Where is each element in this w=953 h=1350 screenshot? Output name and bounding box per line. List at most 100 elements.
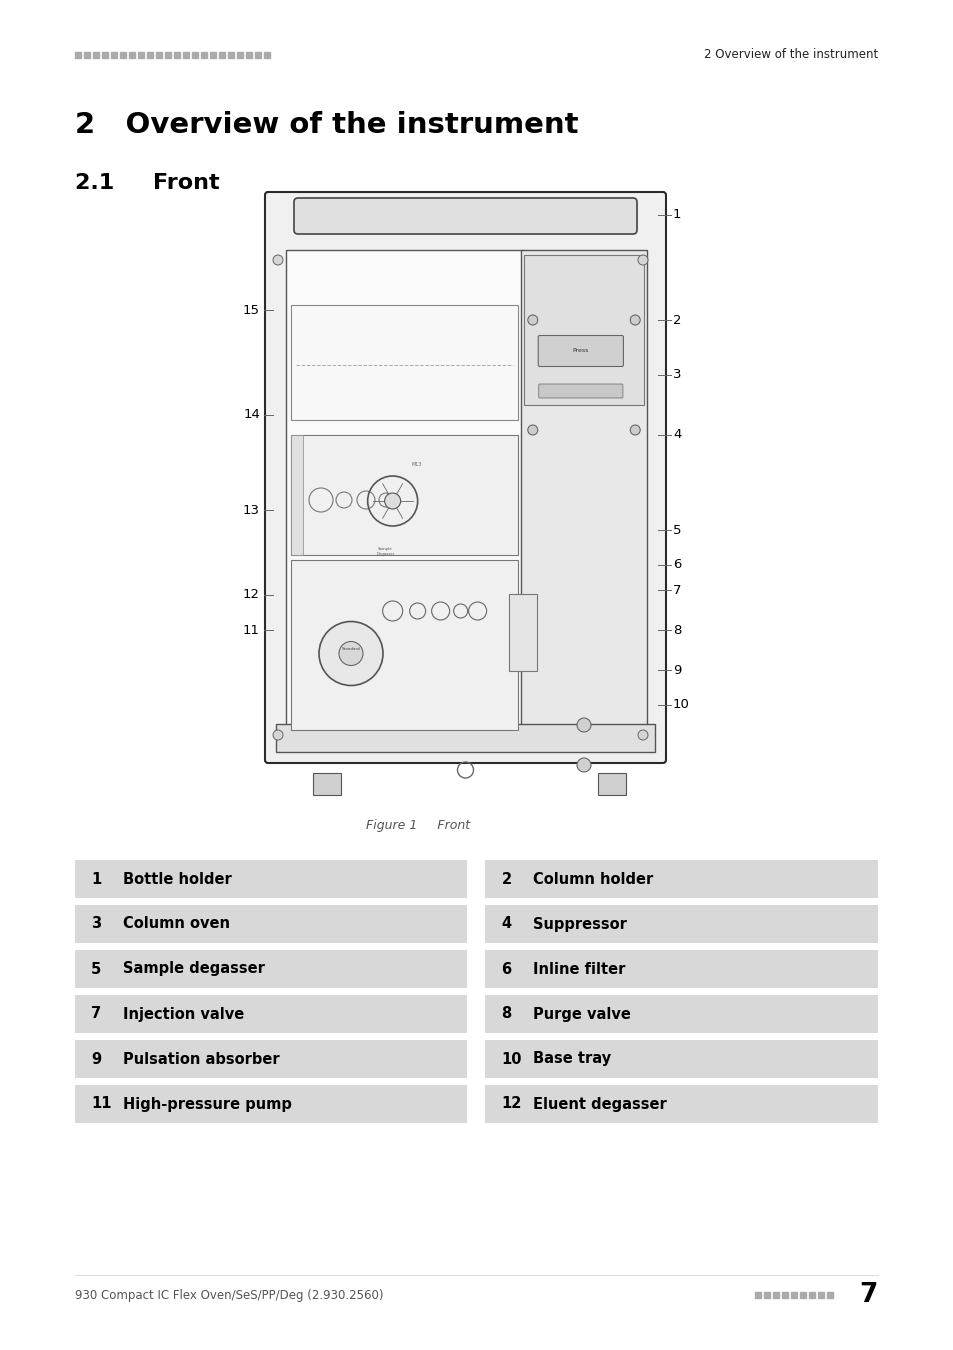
Bar: [75, 904, 467, 944]
Bar: [808, 1292, 814, 1297]
Text: 15: 15: [243, 304, 260, 316]
Text: 13: 13: [243, 504, 260, 517]
Bar: [102, 53, 108, 58]
Bar: [817, 1292, 823, 1297]
Text: 5: 5: [91, 961, 101, 976]
Text: 2   Overview of the instrument: 2 Overview of the instrument: [75, 111, 578, 139]
Text: 11: 11: [91, 1096, 112, 1111]
Bar: [508, 594, 537, 671]
Text: 1: 1: [672, 208, 680, 221]
Text: Inline filter: Inline filter: [533, 961, 625, 976]
Text: Sample
Degasser: Sample Degasser: [376, 547, 395, 556]
Text: Press: Press: [572, 348, 588, 354]
Bar: [485, 1040, 877, 1079]
Bar: [183, 53, 189, 58]
Bar: [201, 53, 207, 58]
Bar: [75, 53, 81, 58]
Text: 7: 7: [672, 583, 680, 597]
Text: High-pressure pump: High-pressure pump: [123, 1096, 292, 1111]
Bar: [75, 1085, 467, 1123]
Text: 10: 10: [501, 1052, 521, 1066]
Bar: [210, 53, 215, 58]
Text: 4: 4: [501, 917, 511, 932]
Text: 2: 2: [501, 872, 511, 887]
Text: 5: 5: [672, 524, 680, 536]
Bar: [286, 250, 522, 740]
Text: 2: 2: [672, 313, 680, 327]
Bar: [236, 53, 243, 58]
Bar: [485, 1085, 877, 1123]
Bar: [754, 1292, 760, 1297]
Bar: [192, 53, 198, 58]
Circle shape: [527, 315, 537, 325]
Bar: [75, 950, 467, 988]
Bar: [246, 53, 252, 58]
Bar: [165, 53, 171, 58]
Circle shape: [273, 730, 283, 740]
Text: 1: 1: [91, 872, 101, 887]
Bar: [254, 53, 261, 58]
Bar: [291, 305, 517, 420]
Text: 3: 3: [672, 369, 680, 382]
Circle shape: [577, 757, 590, 772]
Text: M13: M13: [411, 463, 421, 467]
Bar: [129, 53, 135, 58]
Text: 930 Compact IC Flex Oven/SeS/PP/Deg (2.930.2560): 930 Compact IC Flex Oven/SeS/PP/Deg (2.9…: [75, 1288, 383, 1301]
Text: 9: 9: [672, 663, 680, 676]
Text: 7: 7: [859, 1282, 877, 1308]
FancyBboxPatch shape: [537, 336, 622, 366]
Text: Pulsation absorber: Pulsation absorber: [123, 1052, 279, 1066]
Bar: [485, 950, 877, 988]
Text: Sample degasser: Sample degasser: [123, 961, 265, 976]
Bar: [291, 435, 303, 555]
Text: Purge valve: Purge valve: [533, 1007, 631, 1022]
Text: 10: 10: [672, 698, 689, 711]
Bar: [291, 435, 517, 555]
Circle shape: [577, 718, 590, 732]
Text: Column oven: Column oven: [123, 917, 230, 932]
Text: Injection valve: Injection valve: [123, 1007, 244, 1022]
Bar: [173, 53, 180, 58]
Bar: [485, 860, 877, 898]
Bar: [92, 53, 99, 58]
Circle shape: [384, 493, 400, 509]
Circle shape: [638, 255, 647, 265]
Circle shape: [630, 425, 639, 435]
Circle shape: [318, 621, 382, 686]
Bar: [485, 904, 877, 944]
Text: 12: 12: [243, 589, 260, 602]
Bar: [275, 724, 655, 752]
Text: 8: 8: [672, 624, 680, 636]
Text: 2.1     Front: 2.1 Front: [75, 173, 219, 193]
FancyBboxPatch shape: [265, 192, 665, 763]
Text: 2 Overview of the instrument: 2 Overview of the instrument: [703, 49, 877, 62]
Bar: [120, 53, 126, 58]
Text: 4: 4: [672, 428, 680, 441]
Circle shape: [630, 315, 639, 325]
Bar: [826, 1292, 832, 1297]
Bar: [75, 1040, 467, 1079]
Bar: [111, 53, 117, 58]
Bar: [523, 255, 643, 405]
Bar: [790, 1292, 796, 1297]
Circle shape: [338, 641, 363, 666]
Circle shape: [638, 730, 647, 740]
FancyBboxPatch shape: [538, 383, 622, 398]
Text: Column holder: Column holder: [533, 872, 653, 887]
Bar: [763, 1292, 769, 1297]
Bar: [781, 1292, 787, 1297]
Text: Figure 1     Front: Figure 1 Front: [366, 818, 470, 832]
Text: 3: 3: [91, 917, 101, 932]
Bar: [138, 53, 144, 58]
Bar: [84, 53, 90, 58]
Text: Eluent degasser: Eluent degasser: [533, 1096, 666, 1111]
FancyBboxPatch shape: [294, 198, 637, 234]
Text: Base tray: Base tray: [533, 1052, 611, 1066]
Text: 9: 9: [91, 1052, 101, 1066]
Bar: [772, 1292, 779, 1297]
Text: 6: 6: [672, 559, 680, 571]
Text: 7: 7: [91, 1007, 101, 1022]
Bar: [313, 774, 340, 795]
Bar: [156, 53, 162, 58]
Bar: [228, 53, 233, 58]
